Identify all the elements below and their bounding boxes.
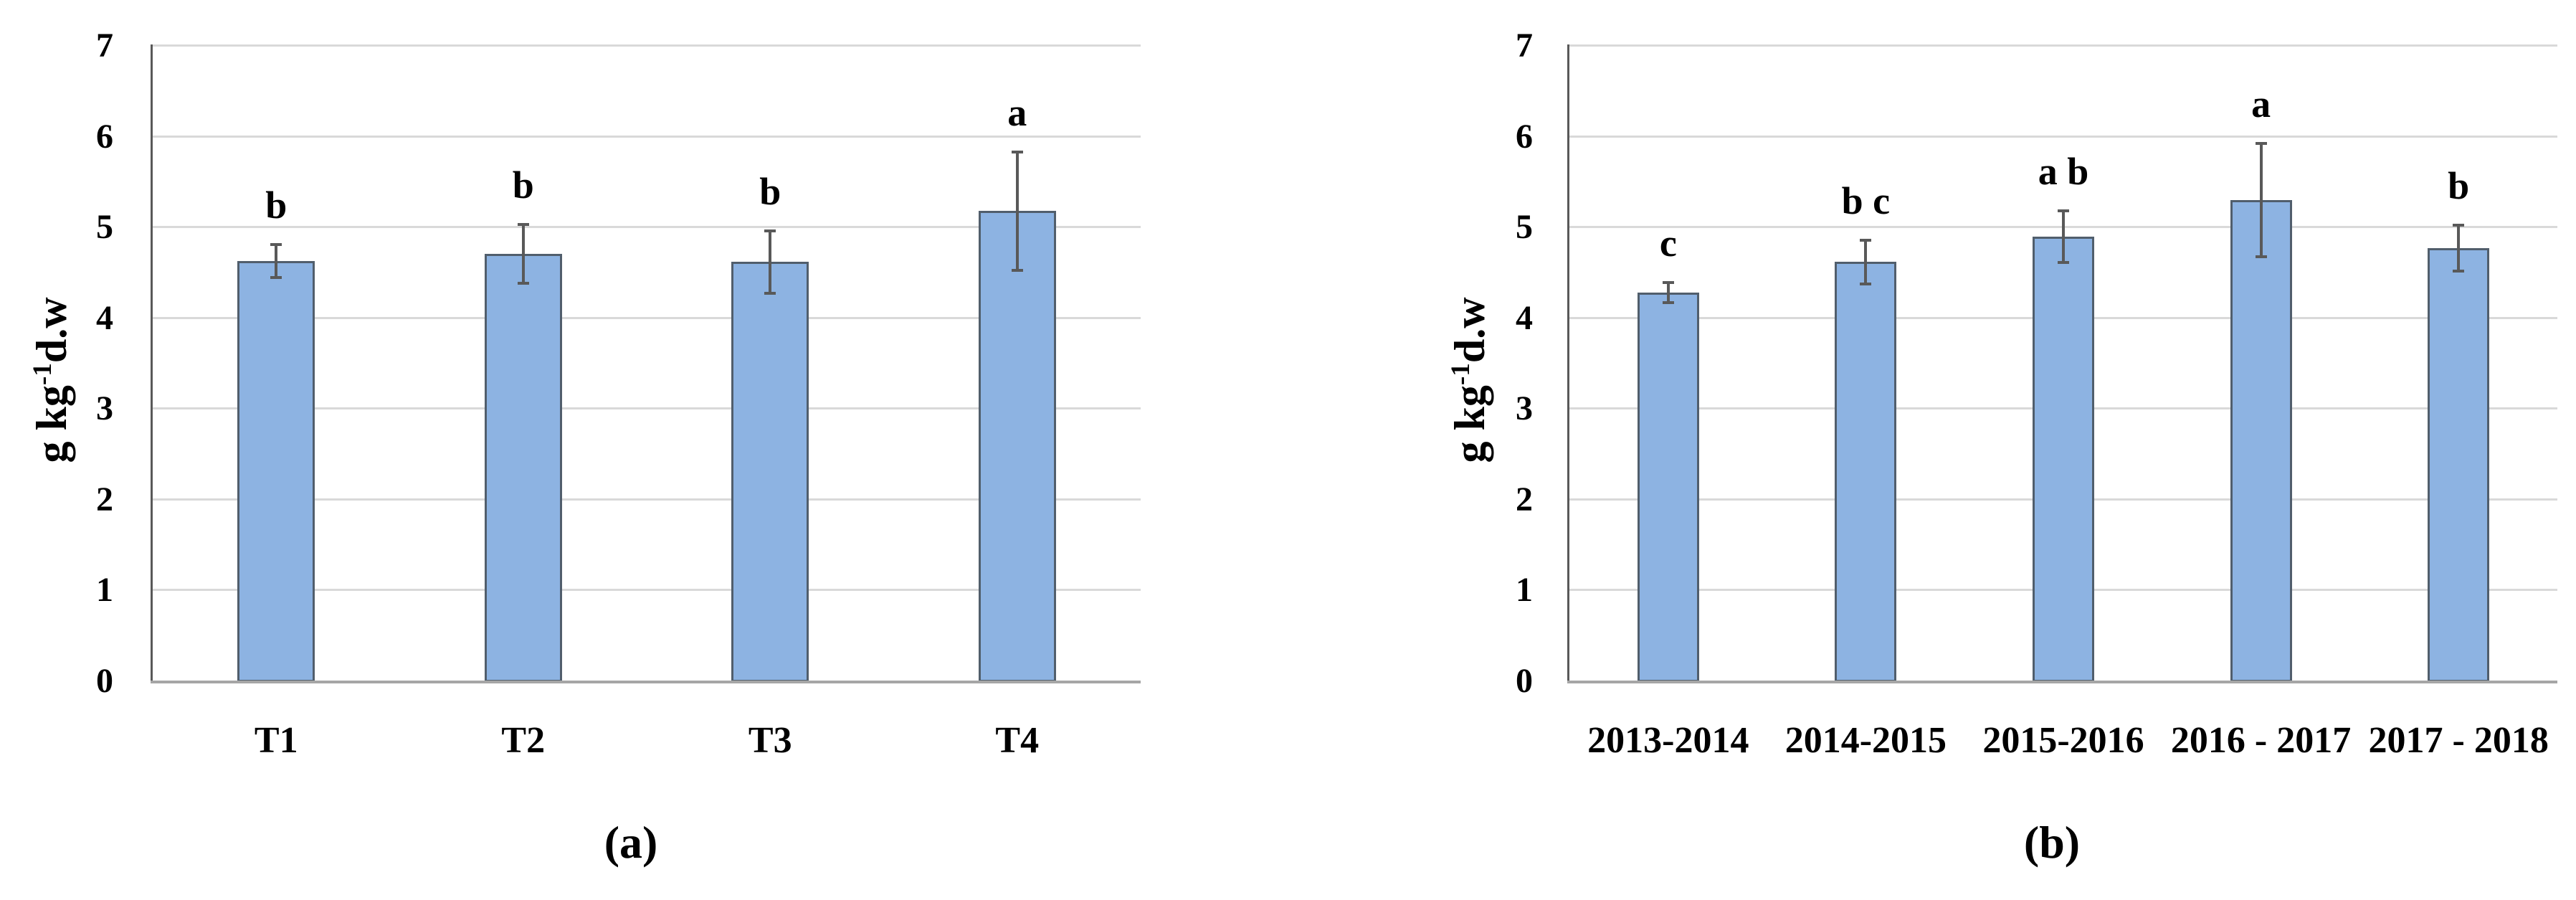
gridline [153,226,1141,228]
x-axis-line [151,681,1141,683]
significance-letter: b [265,183,287,227]
y-tick-label: 7 [1516,27,1533,65]
gridline [153,589,1141,591]
panel-caption-a: (a) [604,817,658,868]
y-tick-label: 1 [1516,571,1533,610]
y-axis-title-b: g kg-1d.w [1440,297,1493,463]
gridline [1569,136,2557,138]
category-label: 2013-2014 [1587,720,1749,761]
bar [978,211,1056,682]
gridline [153,44,1141,47]
y-tick-label: 2 [96,480,113,518]
y-tick-label: 3 [1516,389,1533,428]
category-label: T3 [748,720,792,761]
error-bar-cap [2255,255,2267,258]
y-tick-label: 3 [96,389,113,428]
bar [2033,236,2094,682]
y-tick-label: 2 [1516,480,1533,518]
error-bar [1666,282,1670,304]
category-label: 2014-2015 [1784,720,1947,761]
error-bar-cap [2453,224,2465,227]
error-bar-cap [270,276,282,280]
y-axis-line [1567,44,1569,683]
bar [2230,200,2292,682]
x-axis-line [1567,681,2557,683]
error-bar [2062,210,2065,263]
error-bar [1015,151,1019,271]
category-label: 2016 - 2017 [2170,720,2352,761]
y-axis-line [151,44,153,683]
significance-letter: b [512,164,534,207]
category-label: T2 [501,720,546,761]
y-tick-label: 4 [96,298,113,337]
significance-letter: b [2448,164,2470,208]
error-bar-cap [764,291,776,295]
error-bar [769,229,772,294]
error-bar [2457,224,2461,273]
significance-letter: c [1659,222,1677,265]
gridline [153,136,1141,138]
error-bar-cap [2255,142,2267,146]
significance-letter: b [759,169,781,213]
bar [237,260,315,682]
bar [731,262,809,682]
y-tick-label: 1 [96,571,113,610]
category-label: 2015-2016 [1982,720,2144,761]
error-bar-cap [2058,209,2069,213]
error-bar-cap [270,242,282,246]
error-bar [1864,239,1868,285]
y-axis-title-text: d.w [1446,297,1493,364]
error-bar-cap [1860,282,1872,285]
error-bar-cap [517,281,529,285]
y-axis-title-superscript: -1 [1446,363,1475,386]
bar [1637,293,1699,682]
gridline [1569,44,2557,47]
panel-caption-b: (b) [2023,817,2081,868]
error-bar-cap [1662,281,1674,285]
y-tick-label: 5 [1516,208,1533,247]
y-tick-label: 7 [96,27,113,65]
error-bar-cap [2058,260,2069,264]
bar [2428,248,2490,682]
category-label: 2017 - 2018 [2368,720,2549,761]
y-tick-label: 6 [96,117,113,156]
y-tick-label: 6 [1516,117,1533,156]
error-bar [2259,143,2263,257]
y-tick-label: 0 [1516,662,1533,700]
error-bar-cap [1011,268,1023,272]
error-bar [275,243,278,279]
gridline [153,498,1141,501]
y-tick-label: 0 [96,662,113,700]
y-axis-title-text: g kg [1446,385,1493,463]
significance-letter: a [1007,90,1027,134]
significance-letter: a [2251,82,2271,126]
gridline [153,317,1141,319]
gridline [153,407,1141,409]
category-label: T4 [995,720,1040,761]
error-bar-cap [1011,150,1023,153]
significance-letter: b c [1841,179,1891,222]
error-bar-cap [2453,270,2465,273]
error-bar [521,224,525,284]
error-bar-cap [1662,301,1674,305]
category-label: T1 [254,720,298,761]
error-bar-cap [517,223,529,227]
bar [484,253,562,682]
error-bar-cap [764,229,776,232]
y-tick-label: 4 [1516,298,1533,337]
error-bar-cap [1860,238,1872,242]
bar [1835,262,1897,682]
y-tick-label: 5 [96,208,113,247]
significance-letter: a b [2038,150,2089,194]
